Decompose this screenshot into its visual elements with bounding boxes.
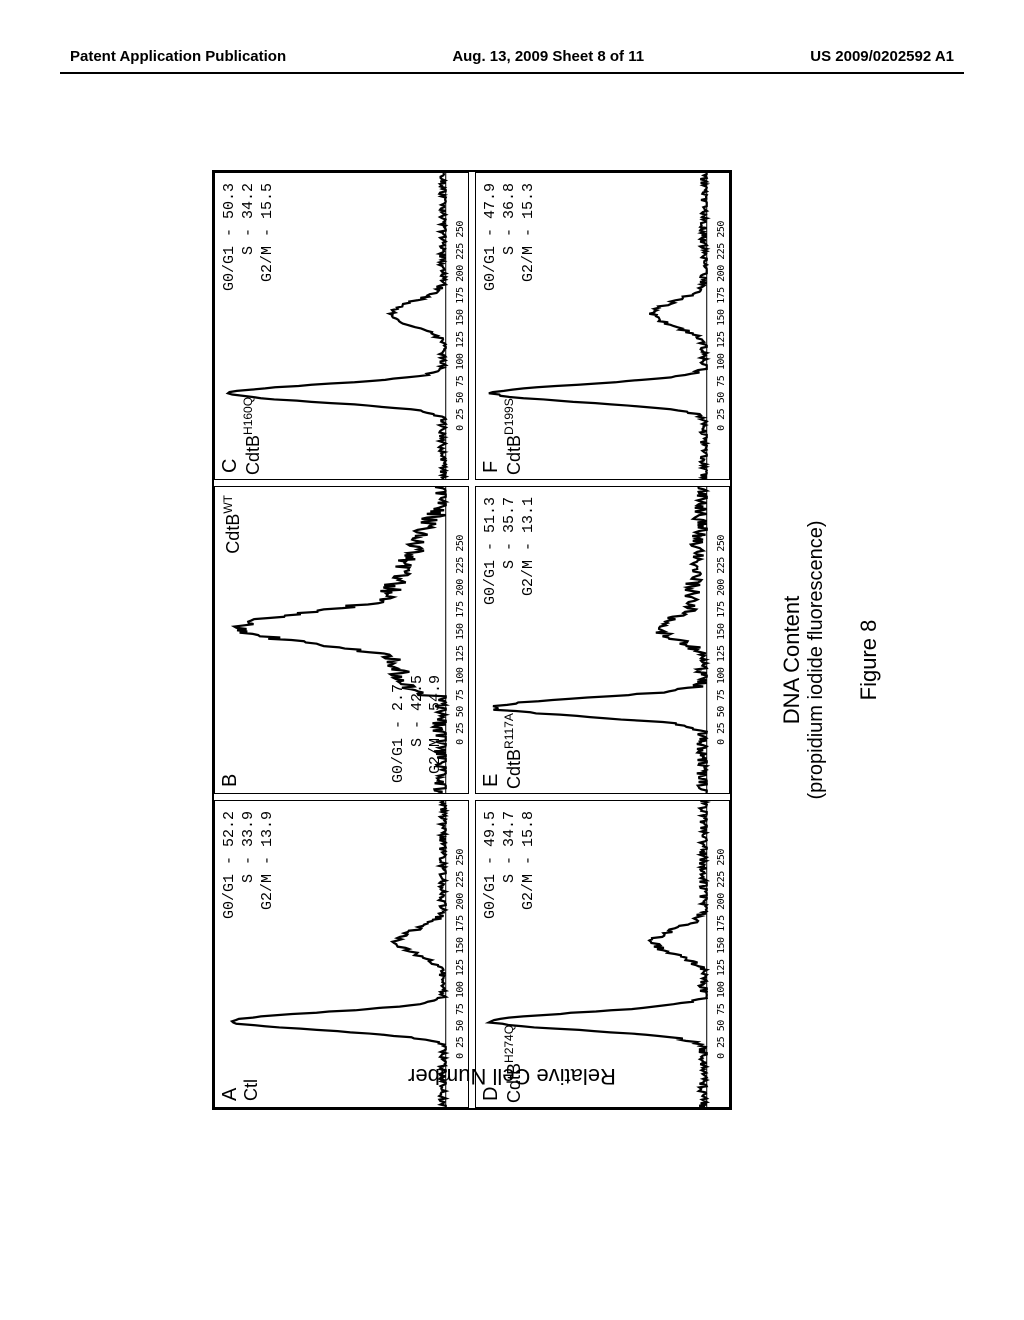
cell-cycle-stats: G0/G1 - 2.7 S - 42.5 G2/M - 54.9	[390, 675, 446, 783]
x-axis-label-main: DNA Content	[779, 150, 805, 1170]
x-ticks: 0 25 50 75 100 125 150 175 200 225 250	[455, 173, 466, 479]
header-right: US 2009/0202592 A1	[810, 48, 954, 65]
figure: Relative Cell Number 0 25 50 75 100 125 …	[202, 150, 822, 1170]
panel-grid: 0 25 50 75 100 125 150 175 200 225 250AC…	[212, 170, 732, 1110]
panel-letter: D	[480, 1087, 503, 1101]
panel-E: 0 25 50 75 100 125 150 175 200 225 250 EC…	[475, 486, 730, 794]
cell-cycle-stats: G0/G1 - 51.3 S - 35.7 G2/M - 13.1	[482, 497, 538, 605]
panel-title: CdtBD199S	[502, 398, 525, 475]
cell-cycle-stats: G0/G1 - 49.5 S - 34.7 G2/M - 15.8	[482, 811, 538, 919]
x-ticks: 0 25 50 75 100 125 150 175 200 225 250	[455, 801, 466, 1107]
x-axis-label-sub: (propidium iodide fluorescence)	[805, 150, 828, 1170]
header-center: Aug. 13, 2009 Sheet 8 of 11	[452, 48, 644, 65]
panel-title: Ctl	[241, 1079, 262, 1101]
panel-D: 0 25 50 75 100 125 150 175 200 225 250 DC…	[475, 800, 730, 1108]
cell-cycle-stats: G0/G1 - 52.2 S - 33.9 G2/M - 13.9	[221, 811, 277, 919]
header-left: Patent Application Publication	[70, 48, 286, 65]
panel-B: 0 25 50 75 100 125 150 175 200 225 250 B C…	[214, 486, 469, 794]
panel-letter: E	[480, 774, 503, 787]
x-ticks: 0 25 50 75 100 125 150 175 200 225 250	[716, 173, 727, 479]
panel-letter: A	[219, 1088, 242, 1101]
figure-rotated-container: Relative Cell Number 0 25 50 75 100 125 …	[202, 150, 822, 1170]
panel-title: CdtBH160Q	[241, 397, 264, 475]
panel-letter: B	[219, 774, 242, 787]
panel-C: 0 25 50 75 100 125 150 175 200 225 250 CC…	[214, 172, 469, 480]
x-ticks: 0 25 50 75 100 125 150 175 200 225 250	[716, 487, 727, 793]
panel-title: CdtBWT	[221, 495, 244, 554]
figure-caption: Figure 8	[856, 150, 882, 1170]
panel-letter: C	[219, 459, 242, 473]
x-axis-label: DNA Content (propidium iodide fluorescen…	[779, 150, 828, 1170]
panel-letter: F	[480, 461, 503, 473]
x-ticks: 0 25 50 75 100 125 150 175 200 225 250	[455, 487, 466, 793]
cell-cycle-stats: G0/G1 - 47.9 S - 36.8 G2/M - 15.3	[482, 183, 538, 291]
header-rule	[60, 72, 964, 74]
x-ticks: 0 25 50 75 100 125 150 175 200 225 250	[716, 801, 727, 1107]
panel-title: CdtBH274Q	[502, 1025, 525, 1103]
panel-title: CdtBR117A	[502, 713, 525, 789]
page-header: Patent Application Publication Aug. 13, …	[0, 48, 1024, 65]
cell-cycle-stats: G0/G1 - 50.3 S - 34.2 G2/M - 15.5	[221, 183, 277, 291]
panel-A: 0 25 50 75 100 125 150 175 200 225 250 AC…	[214, 800, 469, 1108]
panel-F: 0 25 50 75 100 125 150 175 200 225 250 FC…	[475, 172, 730, 480]
